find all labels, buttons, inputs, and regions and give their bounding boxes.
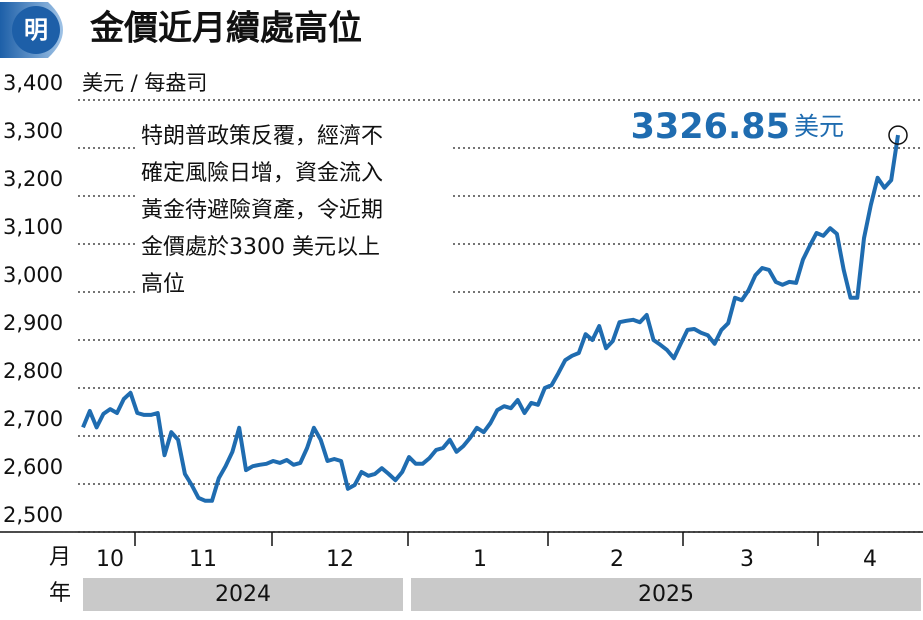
y-tick-label: 2,800 [3, 359, 63, 383]
month-label: 10 [96, 547, 124, 572]
annotation-line: 黃金待避險資產，令近期 [141, 198, 383, 223]
month-label: 12 [326, 547, 354, 572]
y-tick-label: 2,500 [3, 503, 63, 527]
annotation-line: 高位 [141, 272, 185, 297]
y-tick-label: 2,700 [3, 407, 63, 431]
y-tick-label: 3,200 [3, 167, 63, 191]
month-axis-label: 月 [49, 545, 71, 570]
year-label: 2024 [215, 582, 271, 607]
month-label: 11 [189, 547, 217, 572]
month-label: 1 [473, 547, 487, 572]
plot [81, 125, 908, 503]
year-label: 2025 [638, 582, 694, 607]
chart-title: 金價近月續處高位 [89, 9, 362, 49]
annotation-line: 特朗普政策反覆，經濟不 [141, 124, 383, 149]
annotation-line: 金價處於3300 美元以上 [141, 235, 380, 260]
last-value-label: 3326.85 [631, 107, 790, 147]
y-unit-label: 美元 / 每盎司 [82, 71, 207, 95]
y-tick-label: 2,900 [3, 311, 63, 335]
month-label: 3 [740, 547, 754, 572]
y-tick-label: 3,300 [3, 119, 63, 143]
last-value-unit: 美元 [794, 112, 844, 141]
y-tick-label: 3,100 [3, 215, 63, 239]
annotation-box [135, 116, 453, 298]
year-axis-label: 年 [49, 581, 71, 606]
y-tick-label: 3,000 [3, 263, 63, 287]
year-band [411, 578, 921, 611]
annotation-line: 確定風險日增，資金流入 [141, 161, 383, 186]
price-line [81, 134, 900, 503]
logo: 明 [24, 16, 48, 44]
logo-circle [12, 6, 60, 54]
last-point [888, 125, 908, 145]
month-label: 4 [863, 547, 877, 572]
month-label: 2 [610, 547, 624, 572]
y-tick-label: 2,600 [3, 455, 63, 479]
y-tick-label: 3,400 [3, 71, 63, 95]
year-band [83, 578, 403, 611]
